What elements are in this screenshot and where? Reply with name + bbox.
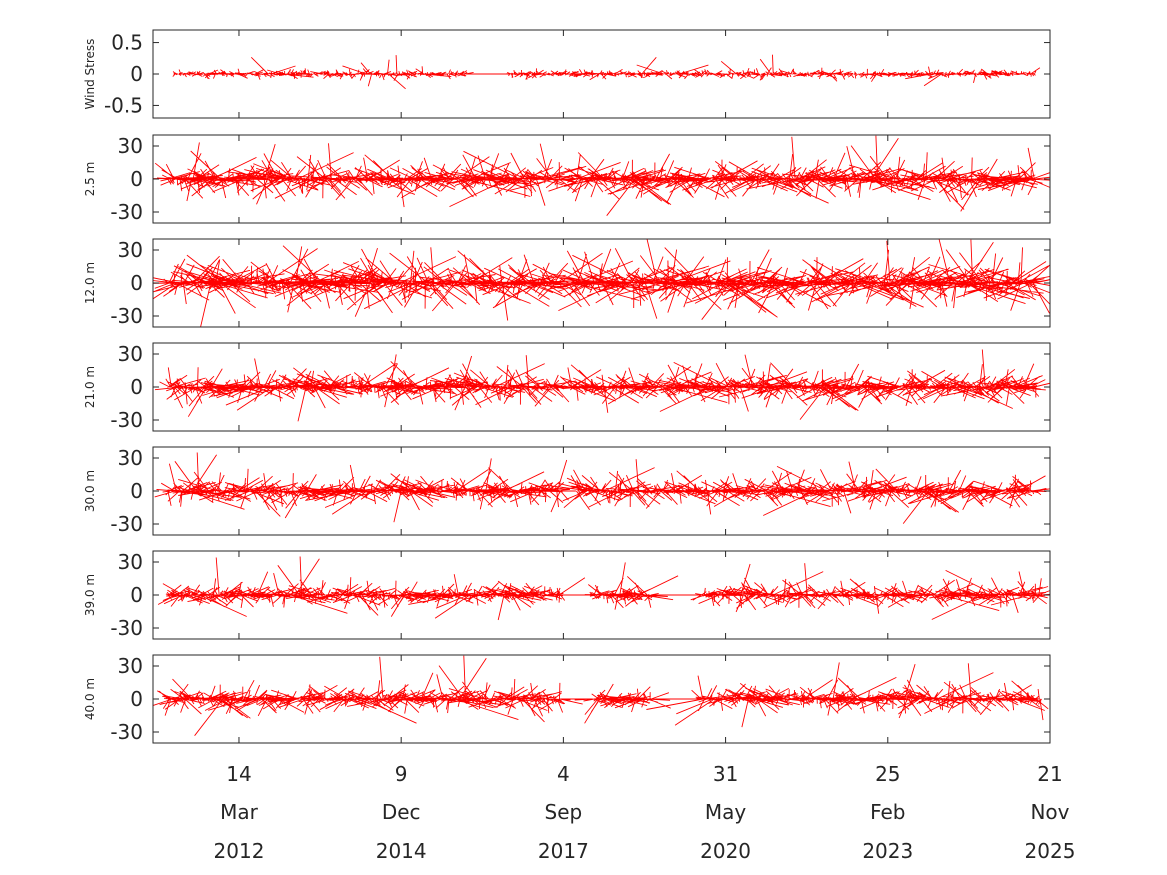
- y-axis-label: 12.0 m: [83, 262, 97, 304]
- y-axis-label: Wind Stress: [83, 39, 97, 110]
- stick-series: [153, 239, 1050, 327]
- x-axis-labels: 14 Mar 2012 9 Dec 2014 4 Sep 2017 31 May 2020 25 Feb 2…: [214, 762, 1076, 863]
- y-tick-label: -30: [110, 200, 143, 224]
- panel-6: 30 0 -30 40.0 m: [83, 654, 1051, 744]
- y-tick-label: 30: [118, 446, 143, 470]
- y-tick-label: -30: [110, 304, 143, 328]
- stick-series: [154, 452, 1050, 524]
- x-tick-label-day: 14: [226, 762, 251, 786]
- y-tick-label: 30: [118, 342, 143, 366]
- stick-series: [154, 349, 1050, 422]
- x-tick-label-month: Dec: [382, 800, 421, 824]
- x-tick-label-day: 4: [557, 762, 570, 786]
- y-tick-label: 0: [130, 687, 143, 711]
- x-tick-label-year: 2012: [214, 839, 265, 863]
- y-tick-label: 30: [118, 550, 143, 574]
- y-tick-label: 0: [130, 375, 143, 399]
- x-tick-label-day: 31: [713, 762, 738, 786]
- x-tick-label-month: May: [705, 800, 747, 824]
- panels-container: 0.5 0 -0.5 Wind Stress 30 0 -30 2.5 m 30 0 -30 12.0…: [83, 29, 1051, 744]
- x-tick-label-month: Nov: [1030, 800, 1069, 824]
- x-tick-label-day: 9: [395, 762, 408, 786]
- y-axis-label: 40.0 m: [83, 678, 97, 720]
- y-tick-label: 30: [118, 238, 143, 262]
- y-tick-label: -0.5: [104, 93, 143, 117]
- x-tick-label-year: 2020: [700, 839, 751, 863]
- y-tick-label: -30: [110, 512, 143, 536]
- y-tick-label: 0: [130, 167, 143, 191]
- stick-series: [153, 135, 1050, 216]
- y-tick-label: 0: [130, 271, 143, 295]
- x-tick-label-day: 25: [875, 762, 900, 786]
- x-tick-label-month: Feb: [870, 800, 905, 824]
- y-tick-label: 0: [130, 583, 143, 607]
- y-tick-label: -30: [110, 616, 143, 640]
- y-tick-label: -30: [110, 720, 143, 744]
- x-tick-label-year: 2023: [862, 839, 913, 863]
- y-tick-label: 0: [130, 479, 143, 503]
- y-axis-label: 2.5 m: [83, 162, 97, 197]
- x-tick-label-year: 2025: [1025, 839, 1076, 863]
- x-tick-label-year: 2017: [538, 839, 589, 863]
- y-tick-label: 0: [130, 62, 143, 86]
- panel-2: 30 0 -30 12.0 m: [83, 238, 1051, 328]
- panel-5: 30 0 -30 39.0 m: [83, 550, 1051, 640]
- panel-0: 0.5 0 -0.5 Wind Stress: [83, 29, 1051, 119]
- panel-1: 30 0 -30 2.5 m: [83, 134, 1051, 224]
- y-tick-label: -30: [110, 408, 143, 432]
- y-axis-label: 30.0 m: [83, 470, 97, 512]
- x-tick-label-month: Mar: [220, 800, 259, 824]
- panel-4: 30 0 -30 30.0 m: [83, 446, 1051, 536]
- y-tick-label: 30: [118, 134, 143, 158]
- x-tick-label-year: 2014: [376, 839, 427, 863]
- y-tick-label: 30: [118, 654, 143, 678]
- stick-series: [172, 54, 1041, 90]
- stick-series: [157, 556, 1050, 621]
- x-tick-label-month: Sep: [545, 800, 583, 824]
- y-axis-label: 21.0 m: [83, 366, 97, 408]
- panel-3: 30 0 -30 21.0 m: [83, 342, 1051, 432]
- y-axis-label: 39.0 m: [83, 574, 97, 616]
- y-tick-label: 0.5: [111, 31, 143, 55]
- stick-series: [153, 655, 1049, 736]
- x-tick-label-day: 21: [1037, 762, 1062, 786]
